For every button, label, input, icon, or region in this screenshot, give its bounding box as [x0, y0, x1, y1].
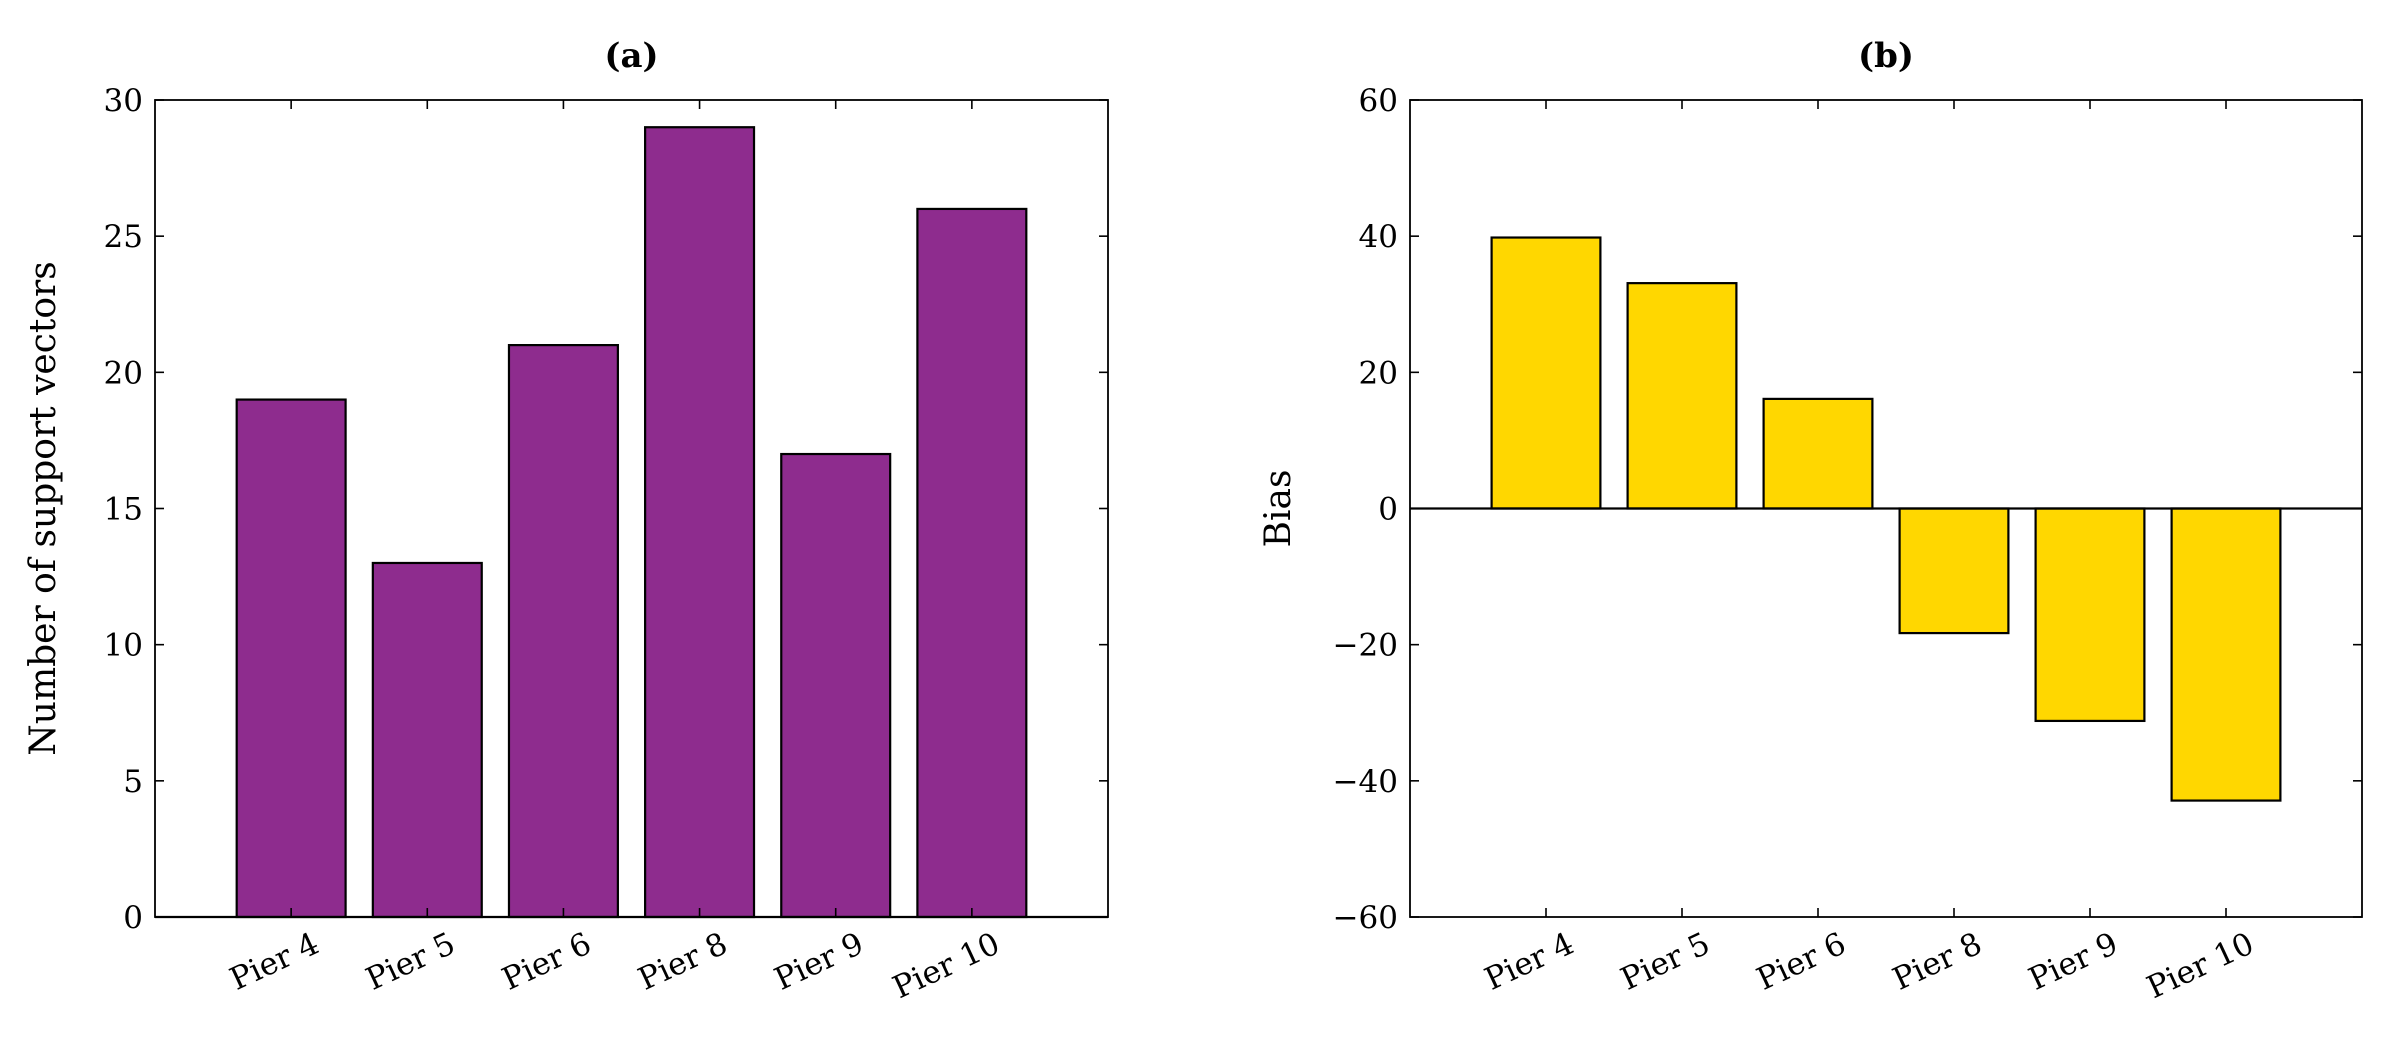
bar-pier-6: [1762, 397, 1874, 510]
y-tick-label: 15: [104, 492, 143, 528]
y-tick-label: −40: [1333, 764, 1398, 800]
y-axis-label: Number of support vectors: [23, 261, 64, 755]
y-tick-label: −20: [1333, 628, 1398, 664]
y-tick-label: 25: [104, 219, 143, 255]
x-category-label: Pier 6: [497, 926, 597, 998]
bar-pier-9: [780, 452, 892, 919]
x-category-label: Pier 9: [2023, 926, 2123, 998]
chart-title: (b): [1858, 36, 1914, 76]
y-tick-label: 0: [123, 900, 143, 936]
y-axis-label: Bias: [1258, 470, 1299, 548]
y-tick-label: 60: [1359, 83, 1398, 119]
bar-pier-8: [1898, 507, 2010, 635]
x-category-label: Pier 4: [225, 926, 325, 998]
y-tick-label: −60: [1333, 900, 1398, 936]
x-category-label: Pier 6: [1751, 926, 1851, 998]
x-category-label: Pier 9: [769, 926, 869, 998]
chart-title: (a): [604, 36, 658, 76]
bar-pier-10: [916, 207, 1028, 919]
x-category-label: Pier 10: [887, 926, 1005, 1006]
y-tick-label: 0: [1378, 492, 1398, 528]
bar-pier-9: [2034, 507, 2146, 723]
x-category-label: Pier 5: [1615, 926, 1715, 998]
chart-panel-a: 0 5 10 15 20 25 30 Pier 4 Pier 5 Pier 6 Pier 8 Pier…: [23, 36, 1109, 1006]
y-tick-label: 20: [1359, 355, 1398, 391]
bar-pier-6: [507, 344, 619, 919]
x-category-label: Pier 4: [1479, 926, 1579, 998]
bar-pier-4: [1490, 236, 1602, 510]
bar-pier-8: [644, 126, 756, 919]
y-tick-label: 30: [104, 83, 143, 119]
bar-pier-10: [2170, 507, 2282, 802]
chart-panel-b: −60 −40 −20 0 20 40 60 Pier 4 Pier 5 Pier 6 Pier 8…: [1258, 36, 2363, 1006]
x-category-label: Pier 8: [633, 926, 733, 998]
y-tick-label: 5: [123, 764, 143, 800]
bar-pier-5: [371, 561, 483, 919]
bar-pier-4: [235, 398, 347, 919]
x-category-label: Pier 10: [2142, 926, 2260, 1006]
bar-pier-5: [1626, 282, 1738, 510]
x-category-label: Pier 8: [1887, 926, 1987, 998]
y-tick-label: 20: [104, 355, 143, 391]
y-tick-label: 10: [104, 628, 143, 664]
y-tick-label: 40: [1359, 219, 1398, 255]
x-category-label: Pier 5: [361, 926, 461, 998]
